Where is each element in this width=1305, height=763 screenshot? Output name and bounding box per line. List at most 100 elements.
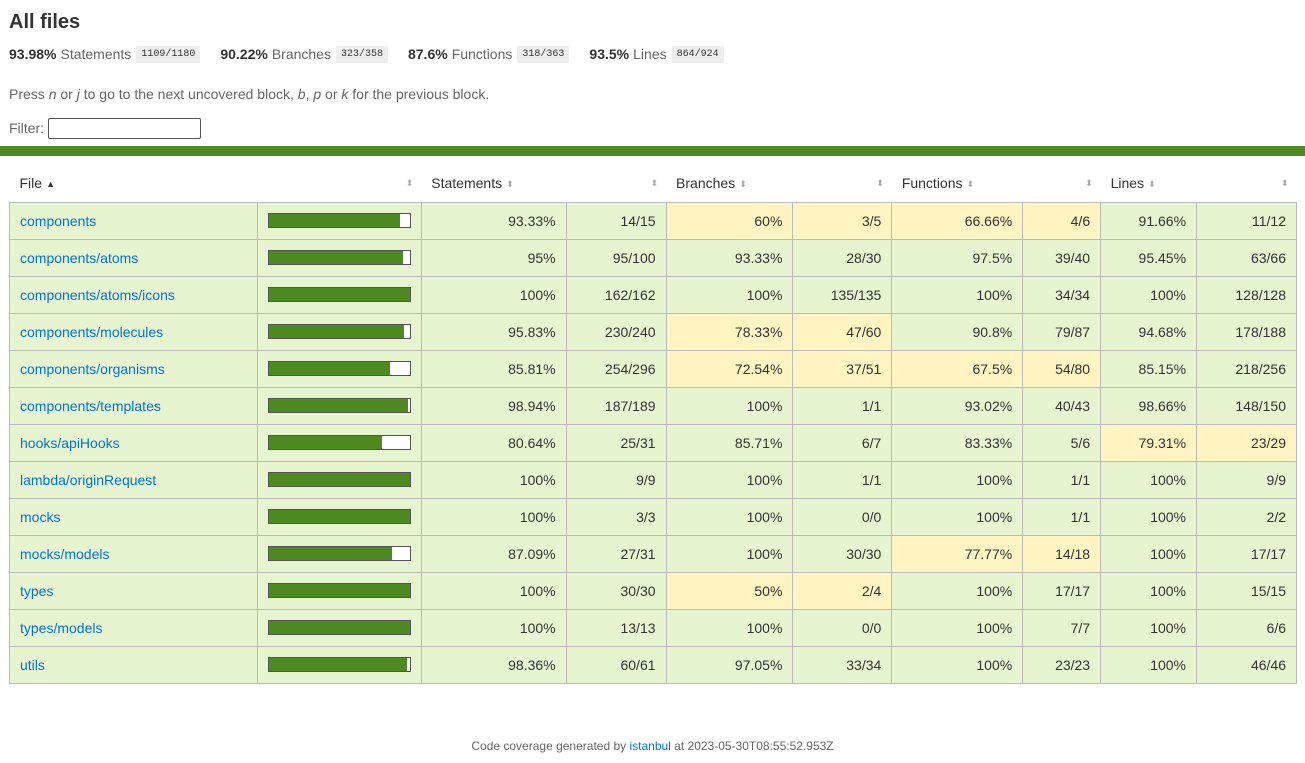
- lines-pct: 85.15%: [1100, 349, 1198, 388]
- lines-fraction: 178/188: [1196, 312, 1297, 351]
- sort-icon: ⬍: [876, 178, 884, 188]
- statements-fraction: 230/240: [565, 312, 667, 351]
- col-header-label: Lines: [1110, 175, 1145, 192]
- branches-fraction: 2/4: [792, 571, 893, 610]
- coverage-bar: [267, 287, 411, 302]
- coverage-bar-fill: [268, 214, 401, 227]
- summary-branches: 90.22% Branches 323/358: [220, 45, 388, 63]
- branches-pct: 100%: [665, 497, 794, 536]
- file-link[interactable]: lambda/originRequest: [20, 471, 157, 488]
- file-link[interactable]: components/molecules: [20, 323, 164, 340]
- branches-fraction: 0/0: [792, 497, 893, 536]
- lines-fraction: 23/29: [1196, 423, 1297, 462]
- branches-pct: 78.33%: [665, 312, 794, 351]
- functions-fraction: 1/1: [1022, 460, 1102, 499]
- summary-functions: 87.6% Functions 318/363: [408, 45, 570, 63]
- branches-pct: 100%: [665, 608, 794, 647]
- file-link[interactable]: types/models: [20, 619, 103, 636]
- statements-fraction: 13/13: [565, 608, 667, 647]
- col-header-lines[interactable]: Lines ⬍: [1101, 165, 1197, 202]
- lines-fraction: 17/17: [1196, 534, 1297, 573]
- lines-pct: 100%: [1100, 645, 1198, 684]
- functions-fraction: 54/80: [1022, 349, 1102, 388]
- file-cell: types/models: [9, 608, 258, 647]
- istanbul-link[interactable]: istanbul: [629, 739, 671, 753]
- hint-key: j: [76, 86, 80, 102]
- table-row: mocks/models 87.09% 27/31 100% 30/30 77.77% 14…: [9, 534, 1297, 573]
- branches-pct: 72.54%: [665, 349, 794, 388]
- filter-input[interactable]: [48, 117, 201, 139]
- file-link[interactable]: components/atoms/icons: [20, 286, 175, 303]
- file-cell: hooks/apiHooks: [9, 423, 258, 462]
- sort-icon: ⬍: [650, 178, 659, 188]
- branches-fraction: 37/51: [792, 349, 893, 388]
- hint-key: p: [313, 86, 322, 102]
- file-link[interactable]: components: [20, 212, 97, 229]
- summary-pct: 93.98%: [9, 46, 57, 62]
- lines-fraction: 128/128: [1196, 275, 1297, 314]
- functions-pct: 67.5%: [891, 349, 1024, 388]
- file-link[interactable]: components/atoms: [20, 249, 139, 266]
- file-link[interactable]: hooks/apiHooks: [20, 434, 120, 451]
- table-row: components/molecules 95.83% 230/240 78.33% 4…: [9, 312, 1297, 351]
- statements-fraction: 25/31: [565, 423, 667, 462]
- col-header-branches[interactable]: Branches ⬍: [666, 165, 793, 202]
- statements-fraction: 60/61: [565, 645, 667, 684]
- file-cell: types: [9, 571, 258, 610]
- file-link[interactable]: mocks/models: [20, 545, 110, 562]
- col-header-lines-raw[interactable]: ⬍: [1197, 165, 1297, 202]
- hint-text: ,: [305, 86, 314, 102]
- coverage-bar-cell: [256, 608, 422, 647]
- table-row: hooks/apiHooks 80.64% 25/31 85.71% 6/7 83.33%…: [9, 423, 1297, 462]
- file-cell: components/templates: [9, 386, 258, 425]
- lines-fraction: 63/66: [1196, 238, 1297, 277]
- sort-icon: ⬍: [1148, 179, 1156, 190]
- file-cell: utils: [9, 645, 258, 684]
- col-header-functions[interactable]: Functions ⬍: [892, 165, 1023, 202]
- coverage-bar-cell: [256, 497, 422, 536]
- branches-pct: 100%: [665, 460, 794, 499]
- file-link[interactable]: mocks: [20, 508, 61, 525]
- functions-fraction: 5/6: [1022, 423, 1102, 462]
- branches-fraction: 3/5: [792, 201, 893, 240]
- coverage-bar: [267, 361, 411, 376]
- sort-icon: ⬍: [1085, 178, 1093, 188]
- functions-fraction: 14/18: [1022, 534, 1102, 573]
- file-link[interactable]: types: [20, 582, 54, 599]
- statements-fraction: 9/9: [565, 460, 667, 499]
- coverage-bar-fill: [268, 251, 403, 264]
- statements-fraction: 3/3: [565, 497, 667, 536]
- summary-pct: 90.22%: [220, 46, 268, 62]
- functions-pct: 77.77%: [891, 534, 1024, 573]
- coverage-bar: [267, 250, 411, 265]
- functions-fraction: 7/7: [1022, 608, 1102, 647]
- coverage-bar-fill: [268, 399, 409, 412]
- file-link[interactable]: components/organisms: [20, 360, 165, 377]
- statements-fraction: 27/31: [565, 534, 667, 573]
- col-header-statements[interactable]: Statements ⬍: [421, 165, 566, 202]
- functions-fraction: 79/87: [1022, 312, 1102, 351]
- lines-pct: 100%: [1100, 534, 1198, 573]
- coverage-bar-cell: [256, 645, 422, 684]
- col-header-statements-raw[interactable]: ⬍: [566, 165, 666, 202]
- functions-pct: 100%: [891, 645, 1024, 684]
- lines-fraction: 148/150: [1196, 386, 1297, 425]
- file-link[interactable]: utils: [20, 656, 45, 673]
- hint-key: k: [341, 86, 349, 102]
- coverage-bar: [267, 472, 411, 487]
- coverage-bar-cell: [256, 460, 422, 499]
- col-header-file-bar[interactable]: ⬍: [257, 165, 421, 202]
- table-row: types/models 100% 13/13 100% 0/0 100% 7/7 100% 6…: [9, 608, 1297, 647]
- branches-fraction: 6/7: [792, 423, 893, 462]
- col-header-file[interactable]: File ▲: [10, 165, 258, 202]
- col-header-functions-raw[interactable]: ⬍: [1023, 165, 1101, 202]
- lines-pct: 100%: [1100, 571, 1198, 610]
- col-header-branches-raw[interactable]: ⬍: [793, 165, 892, 202]
- functions-fraction: 23/23: [1022, 645, 1102, 684]
- lines-pct: 95.45%: [1100, 238, 1198, 277]
- file-link[interactable]: components/templates: [20, 397, 161, 414]
- col-header-label: File: [19, 175, 43, 192]
- coverage-bar-cell: [256, 534, 422, 573]
- lines-fraction: 46/46: [1196, 645, 1297, 684]
- coverage-bar-fill: [268, 436, 383, 449]
